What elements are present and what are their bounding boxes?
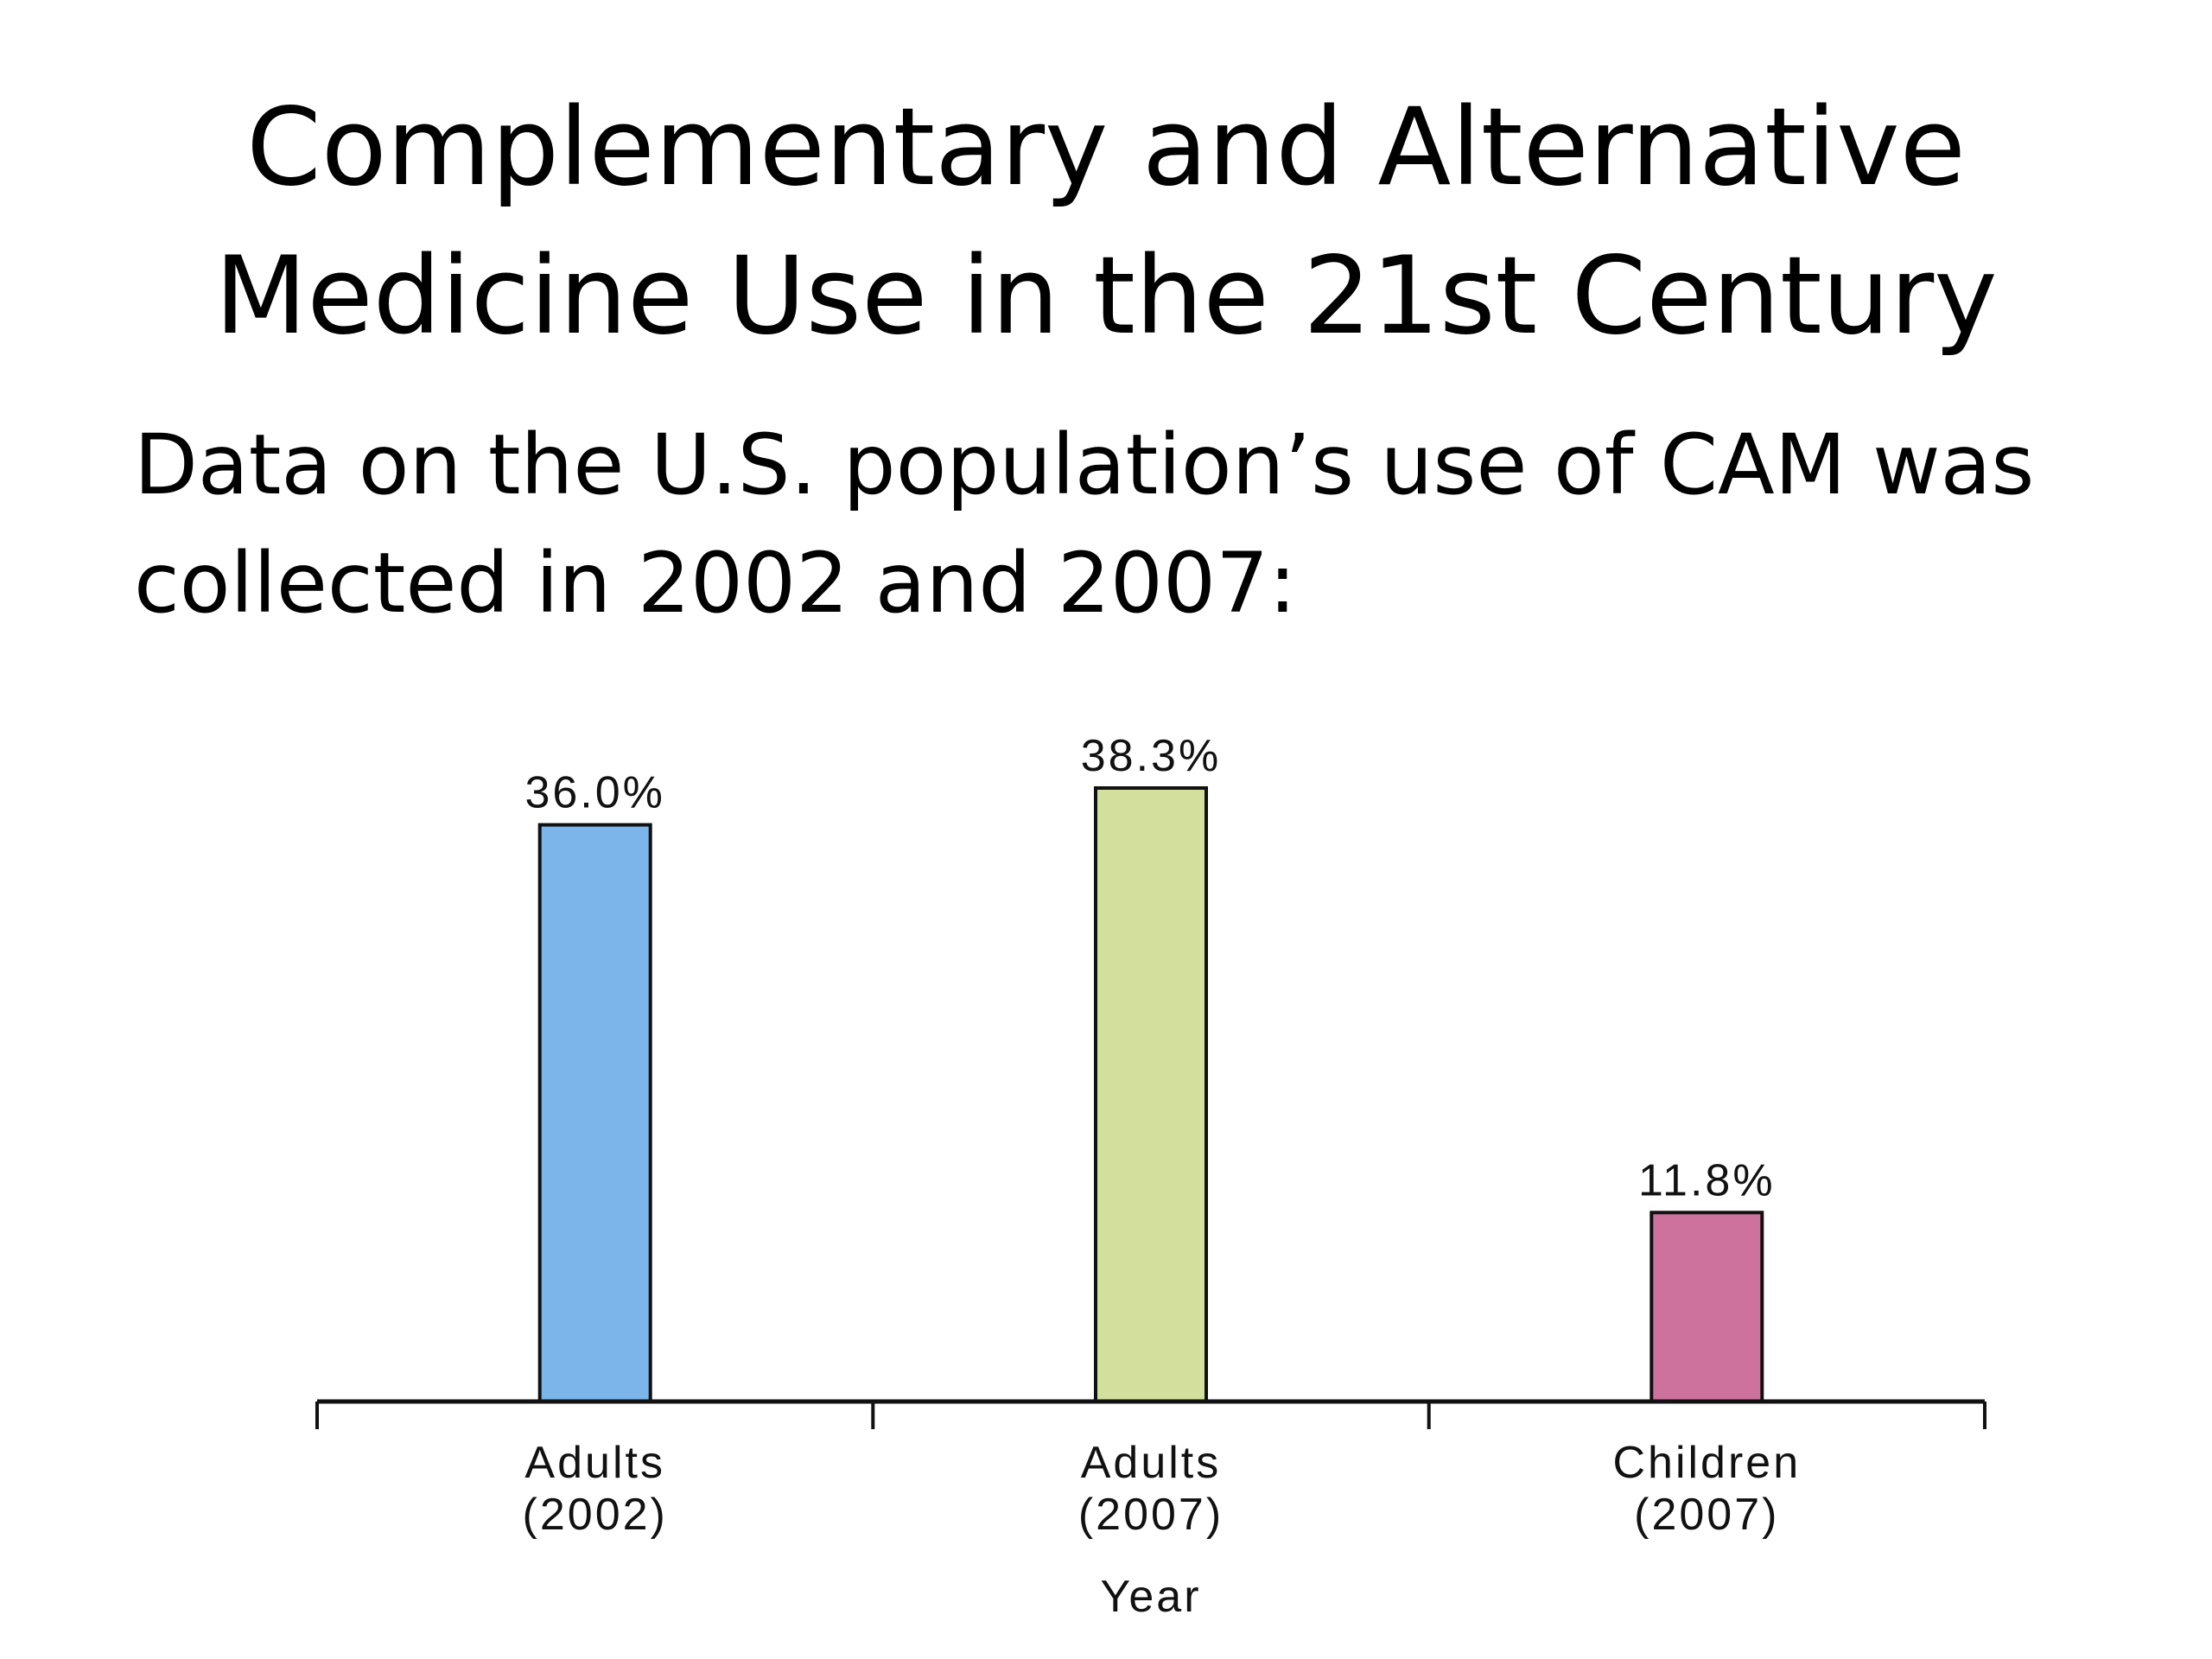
slide-title-line-1: Complementary and Alternative [246, 86, 1966, 210]
slide-subtitle-line-2: collected in 2002 and 2007: [134, 535, 1297, 632]
x-tick-label-1-line-2: (2002) [523, 1490, 668, 1540]
x-tick-label-2-line-2: (2007) [1078, 1490, 1224, 1540]
x-tick-label-3-line-1: Children [1612, 1438, 1801, 1488]
data-label-1: 36.0% [524, 768, 664, 818]
bar-1 [537, 823, 652, 1403]
slide-title-line-2: Medicine Use in the 21st Century [214, 234, 1998, 359]
slide-title: Complementary and Alternative Medicine U… [0, 73, 2212, 371]
labels-layer: 36.0%Adults(2002)38.3%Adults(2007)11.8%C… [523, 731, 1801, 1622]
slide-subtitle-line-1: Data on the U.S. population’s use of CAM… [134, 416, 2035, 513]
bar-2 [1094, 786, 1208, 1403]
x-tick-label-2-line-1: Adults [1081, 1438, 1222, 1488]
x-tick-label-1-line-1: Adults [524, 1438, 665, 1488]
data-label-2: 38.3% [1081, 731, 1221, 781]
slide-subtitle: Data on the U.S. population’s use of CAM… [134, 406, 2121, 643]
x-axis-title: Year [1100, 1572, 1201, 1622]
data-label-3: 11.8% [1638, 1155, 1776, 1205]
x-axis [315, 1399, 1986, 1429]
x-tick-label-3-line-2: (2007) [1634, 1490, 1779, 1540]
bar-3 [1649, 1211, 1764, 1404]
bars-layer [537, 786, 1764, 1404]
